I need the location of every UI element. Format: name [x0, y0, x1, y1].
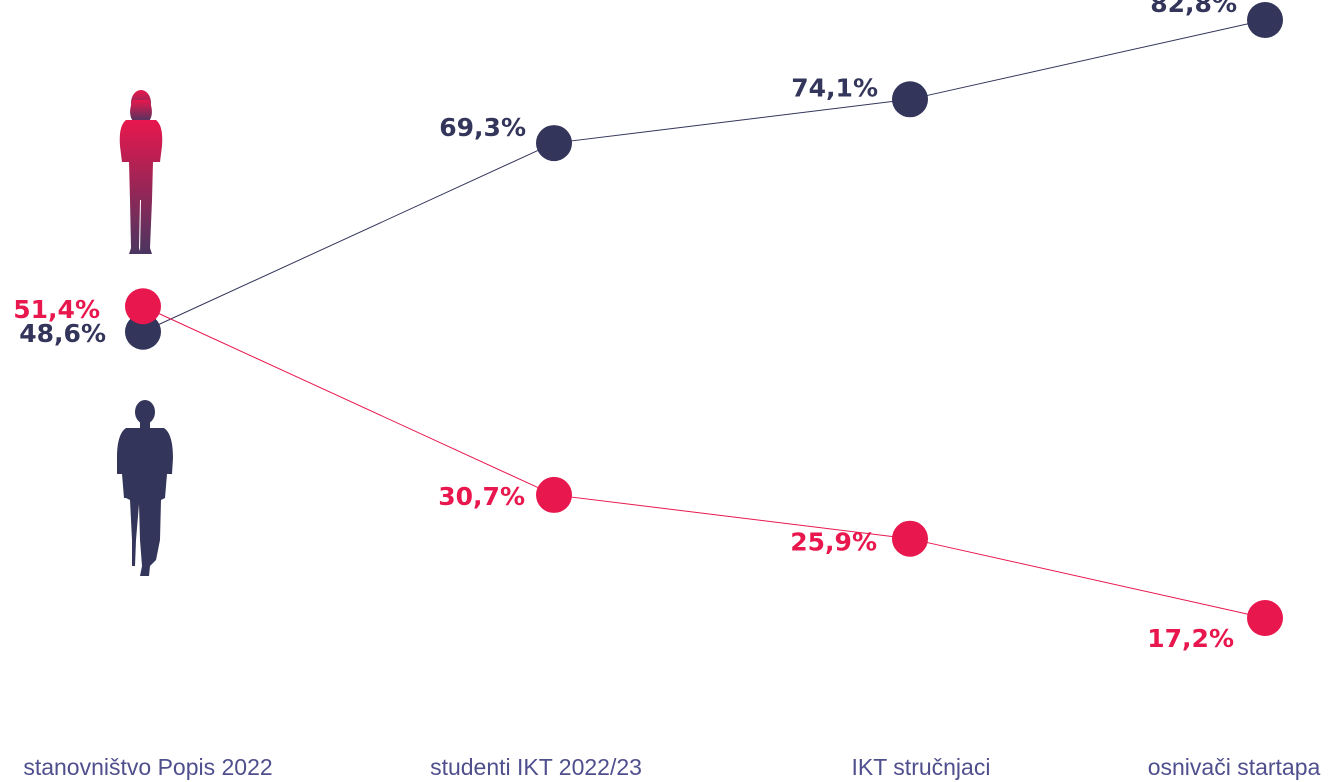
data-point-women-1	[536, 476, 572, 513]
series-line-women	[142, 305, 1266, 619]
woman-silhouette-icon	[119, 90, 163, 254]
data-label-men-0: 48,6%	[19, 319, 106, 348]
data-labels: 48,6% 69,3% 74,1% 82,8% 51,4% 30,7% 25,9% 17,2%	[13, 0, 1237, 653]
series-points	[125, 2, 1283, 636]
data-point-women-0	[125, 288, 161, 325]
data-label-women-1: 30,7%	[438, 482, 525, 511]
data-label-women-3: 17,2%	[1147, 624, 1234, 653]
man-silhouette-icon	[117, 400, 173, 576]
data-label-women-0: 51,4%	[13, 295, 100, 324]
data-point-men-0	[125, 313, 161, 350]
data-point-men-1	[536, 125, 572, 162]
category-label-2: IKT stručnjaci	[852, 754, 991, 780]
data-point-men-3	[1247, 2, 1283, 38]
category-label-0: stanovništvo Popis 2022	[23, 754, 272, 780]
category-label-1: studenti IKT 2022/23	[430, 754, 642, 780]
data-label-men-1: 69,3%	[439, 113, 526, 142]
data-point-men-2	[892, 81, 928, 118]
category-labels: stanovništvo Popis 2022 studenti IKT 2022…	[23, 754, 1320, 780]
series-line-men	[142, 19, 1266, 333]
data-point-women-2	[892, 520, 928, 557]
category-label-3: osnivači startapa	[1148, 754, 1321, 780]
data-label-women-2: 25,9%	[790, 528, 877, 557]
data-label-men-2: 74,1%	[791, 73, 878, 102]
series-lines	[142, 19, 1266, 619]
data-label-men-3: 82,8%	[1150, 0, 1237, 18]
data-point-women-3	[1247, 600, 1283, 636]
